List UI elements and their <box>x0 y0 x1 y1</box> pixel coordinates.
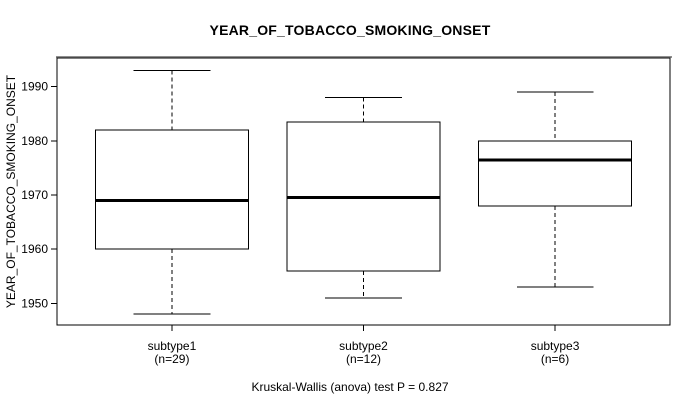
y-tick-label: 1960 <box>21 242 48 256</box>
x-tick-label-subtype1: subtype1 <box>148 339 197 353</box>
stats-caption: Kruskal-Wallis (anova) test P = 0.827 <box>251 380 449 394</box>
y-tick-label: 1970 <box>21 188 48 202</box>
y-tick-label: 1980 <box>21 134 48 148</box>
y-tick-label: 1950 <box>21 296 48 310</box>
y-axis-title: YEAR_OF_TOBACCO_SMOKING_ONSET <box>4 74 18 308</box>
chart-title: YEAR_OF_TOBACCO_SMOKING_ONSET <box>209 22 491 38</box>
x-tick-label-subtype3: subtype3 <box>531 339 580 353</box>
x-tick-label-subtype2: subtype2 <box>339 339 388 353</box>
x-tick-sublabel-subtype3: (n=6) <box>541 352 569 366</box>
x-tick-sublabel-subtype1: (n=29) <box>154 352 189 366</box>
iqr-box-subtype1 <box>94 129 250 250</box>
y-tick-label: 1990 <box>21 80 48 94</box>
x-tick-sublabel-subtype2: (n=12) <box>346 352 381 366</box>
iqr-box-subtype3 <box>477 140 633 207</box>
